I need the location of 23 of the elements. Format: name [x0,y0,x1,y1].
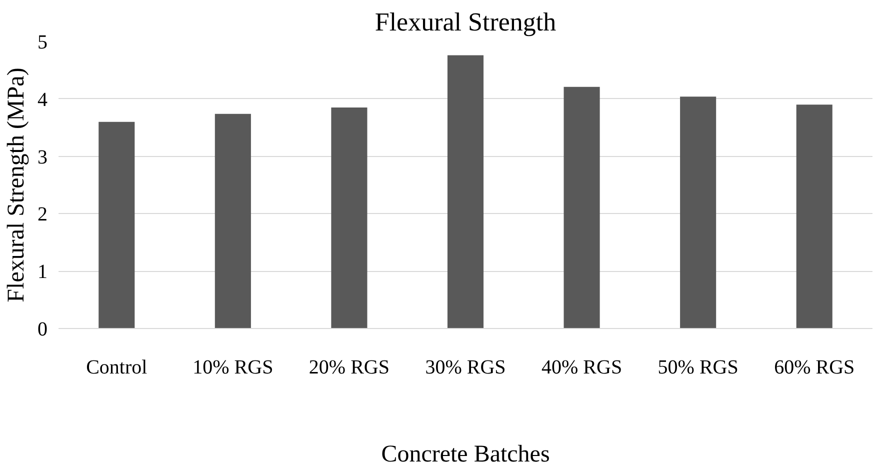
bar [98,122,135,328]
x-tick-label: 40% RGS [542,356,622,378]
bar [564,86,600,328]
y-tick-label: 1 [38,261,48,284]
x-tick-label: 10% RGS [192,356,274,378]
x-tick-label: 20% RGS [308,356,390,378]
y-tick-label: 2 [38,204,48,226]
chart-title: Flexural Strength [374,8,556,36]
bar [214,114,251,328]
x-tick-label: Control [86,356,148,378]
x-axis-title: Concrete Batches [381,442,550,468]
y-tick-label: 0 [38,318,48,340]
y-tick-label: 4 [38,88,48,111]
y-tick-label: 3 [38,146,48,168]
x-tick-label: 60% RGS [774,356,855,378]
x-tick-label: 30% RGS [425,356,506,378]
bar [447,55,484,328]
y-tick-label: 5 [38,32,48,54]
bar [796,104,832,328]
y-axis-title: Flexural Strength (MPa) [4,68,30,302]
bar [331,108,368,328]
bar [680,96,716,328]
x-tick-label: 50% RGS [658,356,738,378]
